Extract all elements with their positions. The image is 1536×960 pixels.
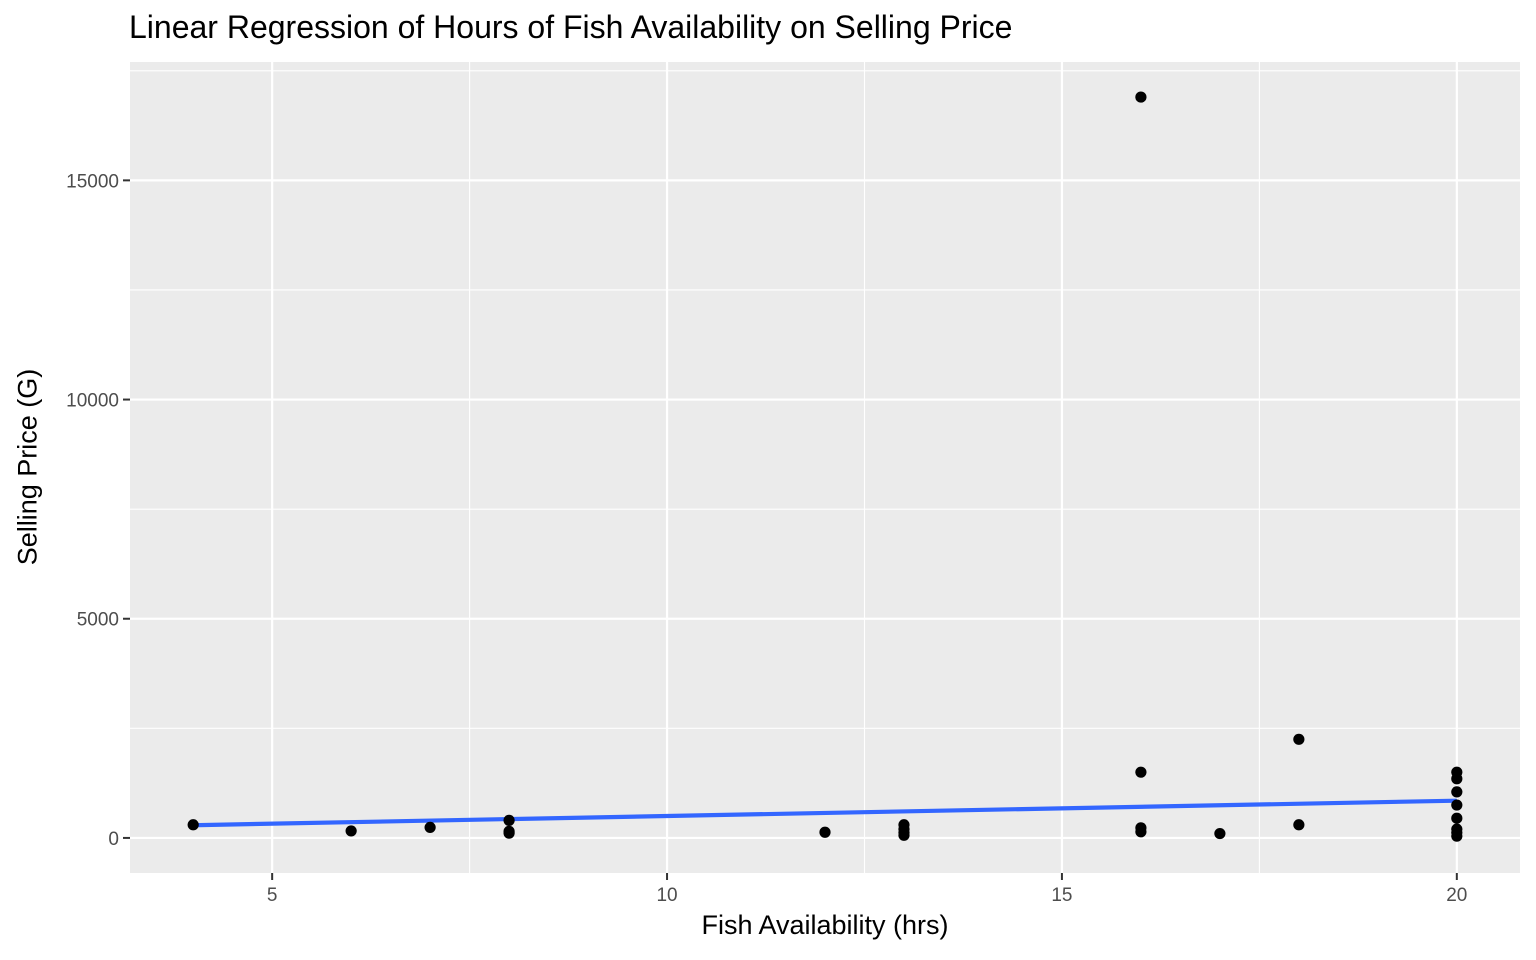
- x-tick-label: 15: [1051, 885, 1072, 906]
- y-tick-label: 0: [108, 829, 119, 850]
- data-point: [1214, 827, 1226, 840]
- data-point: [187, 819, 199, 831]
- data-point: [1293, 733, 1305, 745]
- data-point: [1135, 766, 1147, 778]
- x-axis-label: Fish Availability (hrs): [701, 910, 949, 940]
- data-point: [503, 814, 515, 826]
- y-tick-label: 15000: [66, 171, 119, 192]
- data-points: [187, 91, 1463, 842]
- regression-line-group: [193, 798, 1457, 828]
- data-point: [1451, 799, 1463, 811]
- y-tick-label: 5000: [77, 610, 119, 631]
- data-point: [503, 827, 515, 839]
- major-gridlines: [130, 62, 1520, 873]
- chart-title: Linear Regression of Hours of Fish Avail…: [129, 9, 1013, 45]
- x-tick-label: 10: [656, 885, 677, 906]
- data-point: [1451, 786, 1463, 798]
- minor-gridlines: [130, 62, 1520, 873]
- data-point: [1451, 773, 1463, 785]
- data-point: [898, 829, 910, 841]
- data-point: [1135, 91, 1147, 103]
- x-tick-label: 5: [267, 885, 278, 906]
- x-tick-label: 20: [1446, 885, 1467, 906]
- data-point: [1451, 812, 1463, 824]
- plot-panel: [130, 62, 1520, 873]
- data-point: [1135, 826, 1147, 838]
- data-point: [424, 821, 436, 834]
- data-point: [1293, 819, 1305, 831]
- data-point: [1451, 830, 1463, 842]
- axis-ticks: [123, 179, 1458, 880]
- regression-line: [193, 798, 1457, 828]
- y-tick-label: 10000: [66, 391, 119, 412]
- tick-labels: 5 10 15 20 0 5000 10000 15000: [66, 171, 1467, 906]
- data-point: [819, 826, 831, 838]
- data-point: [345, 825, 357, 837]
